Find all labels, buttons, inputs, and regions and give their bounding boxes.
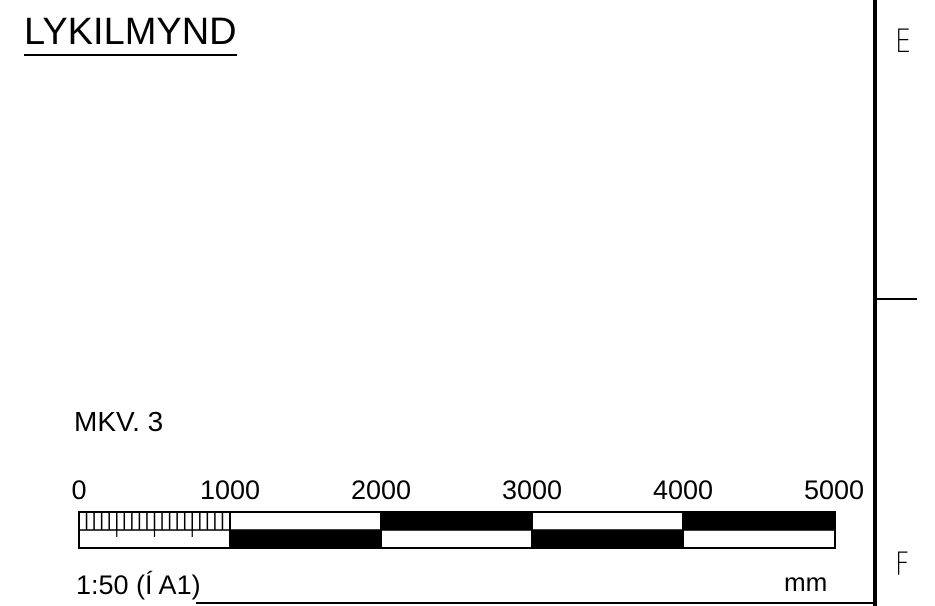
- scale-tick-label: 5000: [803, 475, 865, 505]
- scale-bar-label: MKV. 3: [74, 406, 164, 437]
- scale-segment-dark: [532, 530, 683, 548]
- scale-tick-label: 0: [71, 475, 87, 505]
- scale-bar-graphic: [78, 511, 836, 549]
- scale-tick-label: 1000: [199, 475, 261, 505]
- scale-segment-dark: [381, 512, 532, 530]
- frame-border-line: [873, 0, 877, 606]
- scale-minor-ticks: [85, 512, 224, 537]
- scale-tick-label: 4000: [652, 475, 714, 505]
- scale-ratio-label: 1:50 (Í A1): [76, 570, 201, 600]
- scale-tick-label: 3000: [501, 475, 563, 505]
- grid-divider-line: [877, 298, 917, 300]
- scale-segment-dark: [683, 512, 835, 530]
- grid-label-lower: F: [894, 545, 910, 583]
- scale-tick-label: 2000: [350, 475, 412, 505]
- grid-label-upper: E: [895, 22, 912, 60]
- drawing-title: LYKILMYND: [24, 10, 237, 56]
- frame-bottom-line: [196, 602, 875, 604]
- scale-unit-label: mm: [784, 567, 828, 597]
- scale-segment-dark: [230, 530, 381, 548]
